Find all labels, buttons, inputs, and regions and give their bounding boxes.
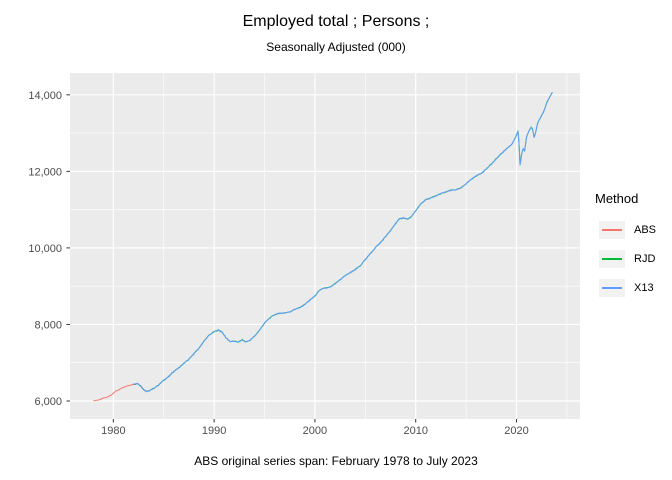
series-line-x13 (133, 92, 553, 393)
legend-entry-rjd: RJD (594, 244, 672, 273)
legend-key-abs (599, 220, 625, 239)
legend-key-rjd (599, 249, 625, 268)
x13-line-swatch (602, 286, 622, 289)
legend: Method ABS RJD X13 (594, 191, 672, 302)
legend-entry-x13: X13 (594, 273, 672, 302)
abs-line-swatch (602, 228, 622, 231)
x-axis-tick-label: 1990 (202, 425, 226, 437)
y-axis-tick-label: 6,000 (34, 396, 62, 408)
legend-label-x13: X13 (634, 281, 654, 294)
x-axis-tick-label: 2000 (303, 425, 327, 437)
rjd-line-swatch (602, 257, 622, 260)
x-axis-tick-label: 2020 (504, 425, 528, 437)
chart-caption: ABS original series span: February 1978 … (194, 454, 478, 468)
x-axis-tick-label: 1980 (101, 425, 125, 437)
y-axis-tick-label: 8,000 (34, 319, 62, 331)
legend-entry-abs: ABS (594, 215, 672, 244)
legend-title: Method (595, 191, 639, 206)
chart-subtitle: Seasonally Adjusted (000) (266, 40, 406, 54)
y-axis-tick-label: 10,000 (28, 243, 62, 255)
y-axis-tick-label: 14,000 (28, 90, 62, 102)
y-axis-tick-label: 12,000 (28, 166, 62, 178)
chart-title: Employed total ; Persons ; (242, 13, 430, 30)
panel-background (70, 73, 580, 419)
legend-label-rjd: RJD (634, 252, 656, 265)
x-axis-tick-label: 2010 (403, 425, 427, 437)
legend-key-x13 (599, 278, 625, 297)
legend-label-abs: ABS (634, 223, 657, 236)
